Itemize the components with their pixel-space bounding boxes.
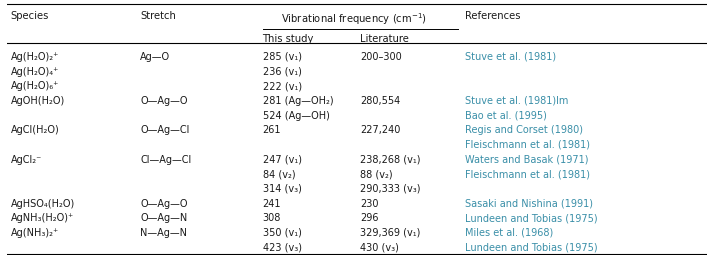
- Text: AgHSO₄(H₂O): AgHSO₄(H₂O): [11, 199, 75, 208]
- Text: 524 (Ag—OH): 524 (Ag—OH): [263, 110, 329, 120]
- Text: Species: Species: [11, 11, 49, 21]
- Text: Sasaki and Nishina (1991): Sasaki and Nishina (1991): [466, 199, 593, 208]
- Text: 222 (v₁): 222 (v₁): [263, 81, 301, 91]
- Text: 227,240: 227,240: [361, 125, 401, 135]
- Text: References: References: [466, 11, 521, 21]
- Text: Ag(NH₃)₂⁺: Ag(NH₃)₂⁺: [11, 228, 59, 238]
- Text: 247 (v₁): 247 (v₁): [263, 155, 301, 165]
- Text: Stuve et al. (1981): Stuve et al. (1981): [466, 52, 557, 62]
- Text: O—Ag—O: O—Ag—O: [140, 96, 188, 106]
- Text: 236 (v₁): 236 (v₁): [263, 67, 301, 77]
- Text: AgCl₂⁻: AgCl₂⁻: [11, 155, 42, 165]
- Text: O—Ag—Cl: O—Ag—Cl: [140, 125, 189, 135]
- Text: This study: This study: [263, 34, 314, 44]
- Text: N—Ag—N: N—Ag—N: [140, 228, 187, 238]
- Text: 261: 261: [263, 125, 281, 135]
- Text: AgNH₃(H₂O)⁺: AgNH₃(H₂O)⁺: [11, 213, 74, 223]
- Text: Waters and Basak (1971): Waters and Basak (1971): [466, 155, 589, 165]
- Text: Fleischmann et al. (1981): Fleischmann et al. (1981): [466, 169, 590, 179]
- Text: AgCl(H₂O): AgCl(H₂O): [11, 125, 59, 135]
- Text: Cl—Ag—Cl: Cl—Ag—Cl: [140, 155, 191, 165]
- Text: Fleischmann et al. (1981): Fleischmann et al. (1981): [466, 140, 590, 150]
- Text: Bao et al. (1995): Bao et al. (1995): [466, 110, 548, 120]
- Text: 88 (v₂): 88 (v₂): [361, 169, 393, 179]
- Text: 430 (v₃): 430 (v₃): [361, 243, 399, 253]
- Text: 281 (Ag—OH₂): 281 (Ag—OH₂): [263, 96, 333, 106]
- Text: Lundeen and Tobias (1975): Lundeen and Tobias (1975): [466, 213, 598, 223]
- Text: 350 (v₁): 350 (v₁): [263, 228, 301, 238]
- Text: Vibrational frequency (cm$^{-1}$): Vibrational frequency (cm$^{-1}$): [281, 11, 426, 27]
- Text: 285 (v₁): 285 (v₁): [263, 52, 301, 62]
- Text: Stretch: Stretch: [140, 11, 176, 21]
- Text: 423 (v₃): 423 (v₃): [263, 243, 301, 253]
- Text: 241: 241: [263, 199, 281, 208]
- Text: Stuve et al. (1981)lm: Stuve et al. (1981)lm: [466, 96, 569, 106]
- Text: 314 (v₃): 314 (v₃): [263, 184, 301, 194]
- Text: Ag(H₂O)₄⁺: Ag(H₂O)₄⁺: [11, 67, 59, 77]
- Text: 329,369 (v₁): 329,369 (v₁): [361, 228, 421, 238]
- Text: O—Ag—N: O—Ag—N: [140, 213, 187, 223]
- Text: 290,333 (v₃): 290,333 (v₃): [361, 184, 421, 194]
- Text: 230: 230: [361, 199, 379, 208]
- Text: 200–300: 200–300: [361, 52, 402, 62]
- Text: Miles et al. (1968): Miles et al. (1968): [466, 228, 553, 238]
- Text: 84 (v₂): 84 (v₂): [263, 169, 295, 179]
- Text: AgOH(H₂O): AgOH(H₂O): [11, 96, 65, 106]
- Text: Lundeen and Tobias (1975): Lundeen and Tobias (1975): [466, 243, 598, 253]
- Text: Ag(H₂O)₂⁺: Ag(H₂O)₂⁺: [11, 52, 59, 62]
- Text: 238,268 (v₁): 238,268 (v₁): [361, 155, 421, 165]
- Text: O—Ag—O: O—Ag—O: [140, 199, 188, 208]
- Text: Literature: Literature: [361, 34, 409, 44]
- Text: Ag(H₂O)₆⁺: Ag(H₂O)₆⁺: [11, 81, 59, 91]
- Text: 280,554: 280,554: [361, 96, 401, 106]
- Text: Ag—O: Ag—O: [140, 52, 170, 62]
- Text: 296: 296: [361, 213, 379, 223]
- Text: Regis and Corset (1980): Regis and Corset (1980): [466, 125, 583, 135]
- Text: 308: 308: [263, 213, 281, 223]
